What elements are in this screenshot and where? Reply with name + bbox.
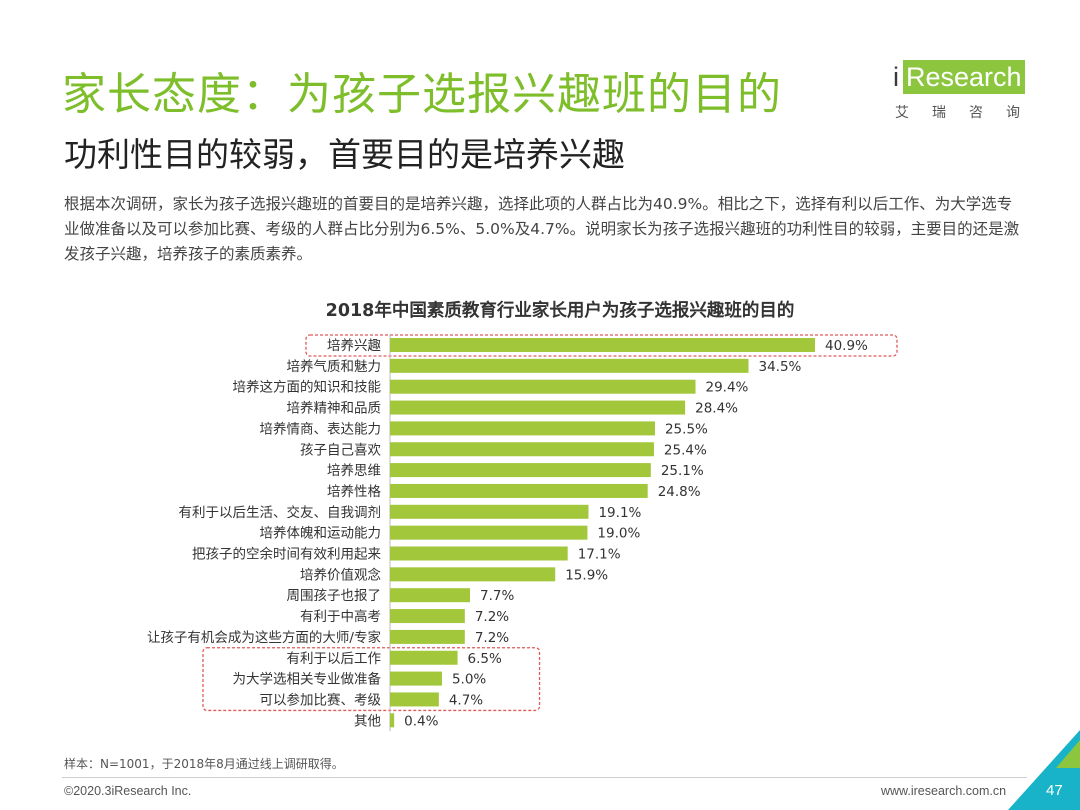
value-label: 17.1% bbox=[578, 547, 621, 563]
category-label: 孩子自己喜欢 bbox=[300, 442, 381, 458]
bar bbox=[390, 692, 439, 707]
value-label: 7.2% bbox=[475, 609, 509, 625]
category-label: 把孩子的空余时间有效利用起来 bbox=[192, 546, 381, 563]
bar bbox=[390, 463, 651, 478]
value-label: 25.4% bbox=[664, 442, 707, 458]
bar bbox=[390, 421, 655, 436]
copyright-text: ©2020.3iResearch Inc. bbox=[64, 784, 192, 798]
category-label: 培养这方面的知识和技能 bbox=[233, 379, 382, 396]
corner-decoration bbox=[1008, 730, 1080, 810]
category-label: 有利于以后生活、交友、自我调剂 bbox=[179, 504, 382, 521]
bar bbox=[390, 379, 696, 394]
iresearch-logo: i Research 艾瑞咨询 bbox=[893, 56, 1033, 126]
value-label: 19.1% bbox=[598, 505, 641, 521]
sample-footnote: 样本：N=1001，于2018年8月通过线上调研取得。 bbox=[64, 757, 344, 771]
category-label: 培养体魄和运动能力 bbox=[260, 526, 382, 542]
value-label: 40.9% bbox=[825, 338, 868, 354]
value-label: 5.0% bbox=[452, 672, 486, 688]
category-label: 有利于以后工作 bbox=[287, 651, 382, 667]
category-label: 可以参加比赛、考级 bbox=[260, 691, 382, 708]
footer-divider bbox=[62, 777, 1027, 778]
value-label: 4.7% bbox=[449, 692, 483, 708]
bar bbox=[390, 567, 556, 582]
value-label: 15.9% bbox=[565, 567, 608, 583]
page-subtitle: 功利性目的较弱，首要目的是培养兴趣 bbox=[64, 135, 625, 174]
highlight-box bbox=[305, 334, 898, 357]
bar bbox=[390, 504, 589, 519]
bar bbox=[390, 483, 648, 498]
page-title: 家长态度：为孩子选报兴趣班的目的 bbox=[62, 69, 782, 120]
value-label: 34.5% bbox=[758, 359, 801, 375]
bar bbox=[390, 629, 465, 644]
value-label: 0.4% bbox=[404, 713, 438, 729]
category-label: 其他 bbox=[354, 713, 381, 729]
chart-title: 2018年中国素质教育行业家长用户为孩子选报兴趣班的目的 bbox=[326, 300, 795, 321]
category-label: 培养气质和魅力 bbox=[287, 359, 382, 375]
category-label: 培养思维 bbox=[327, 463, 381, 479]
value-label: 29.4% bbox=[706, 380, 749, 396]
value-label: 6.5% bbox=[468, 651, 502, 667]
value-label: 25.1% bbox=[661, 463, 704, 479]
bar bbox=[390, 400, 686, 415]
value-label: 7.2% bbox=[475, 630, 509, 646]
page-number: 47 bbox=[1046, 782, 1063, 799]
value-label: 24.8% bbox=[658, 484, 701, 500]
bar bbox=[390, 525, 588, 540]
value-label: 7.7% bbox=[480, 588, 514, 604]
bar bbox=[390, 358, 749, 373]
value-label: 25.5% bbox=[665, 421, 708, 437]
website-url: www.iresearch.com.cn bbox=[881, 784, 1007, 798]
bar bbox=[390, 650, 458, 665]
logo-wordmark: i Research bbox=[893, 60, 1025, 94]
summary-text: 根据本次调研，家长为孩子选报兴趣班的首要目的是培养兴趣，选择此项的人群占比为40… bbox=[64, 195, 1020, 263]
bar bbox=[390, 338, 815, 352]
bar bbox=[390, 546, 568, 561]
logo-prefix: i bbox=[893, 62, 899, 92]
bar bbox=[390, 713, 395, 728]
category-label: 为大学选相关专业做准备 bbox=[233, 671, 382, 688]
value-label: 28.4% bbox=[695, 401, 738, 417]
category-label: 培养情商、表达能力 bbox=[260, 421, 382, 437]
bar bbox=[390, 442, 654, 457]
category-label: 培养精神和品质 bbox=[287, 401, 382, 417]
bar bbox=[390, 609, 465, 624]
highlight-box bbox=[202, 647, 541, 712]
logo-name-text: Research bbox=[903, 60, 1025, 94]
bar bbox=[390, 671, 442, 686]
category-label: 让孩子有机会成为这些方面的大师/专家 bbox=[147, 629, 382, 646]
logo-chinese: 艾瑞咨询 bbox=[895, 105, 1043, 121]
category-label: 周围孩子也报了 bbox=[287, 588, 382, 604]
category-label: 培养价值观念 bbox=[300, 566, 381, 583]
category-label: 培养兴趣 bbox=[327, 338, 381, 354]
value-label: 19.0% bbox=[597, 526, 640, 542]
bar bbox=[390, 588, 471, 603]
category-label: 培养性格 bbox=[327, 484, 381, 500]
category-label: 有利于中高考 bbox=[300, 608, 381, 625]
